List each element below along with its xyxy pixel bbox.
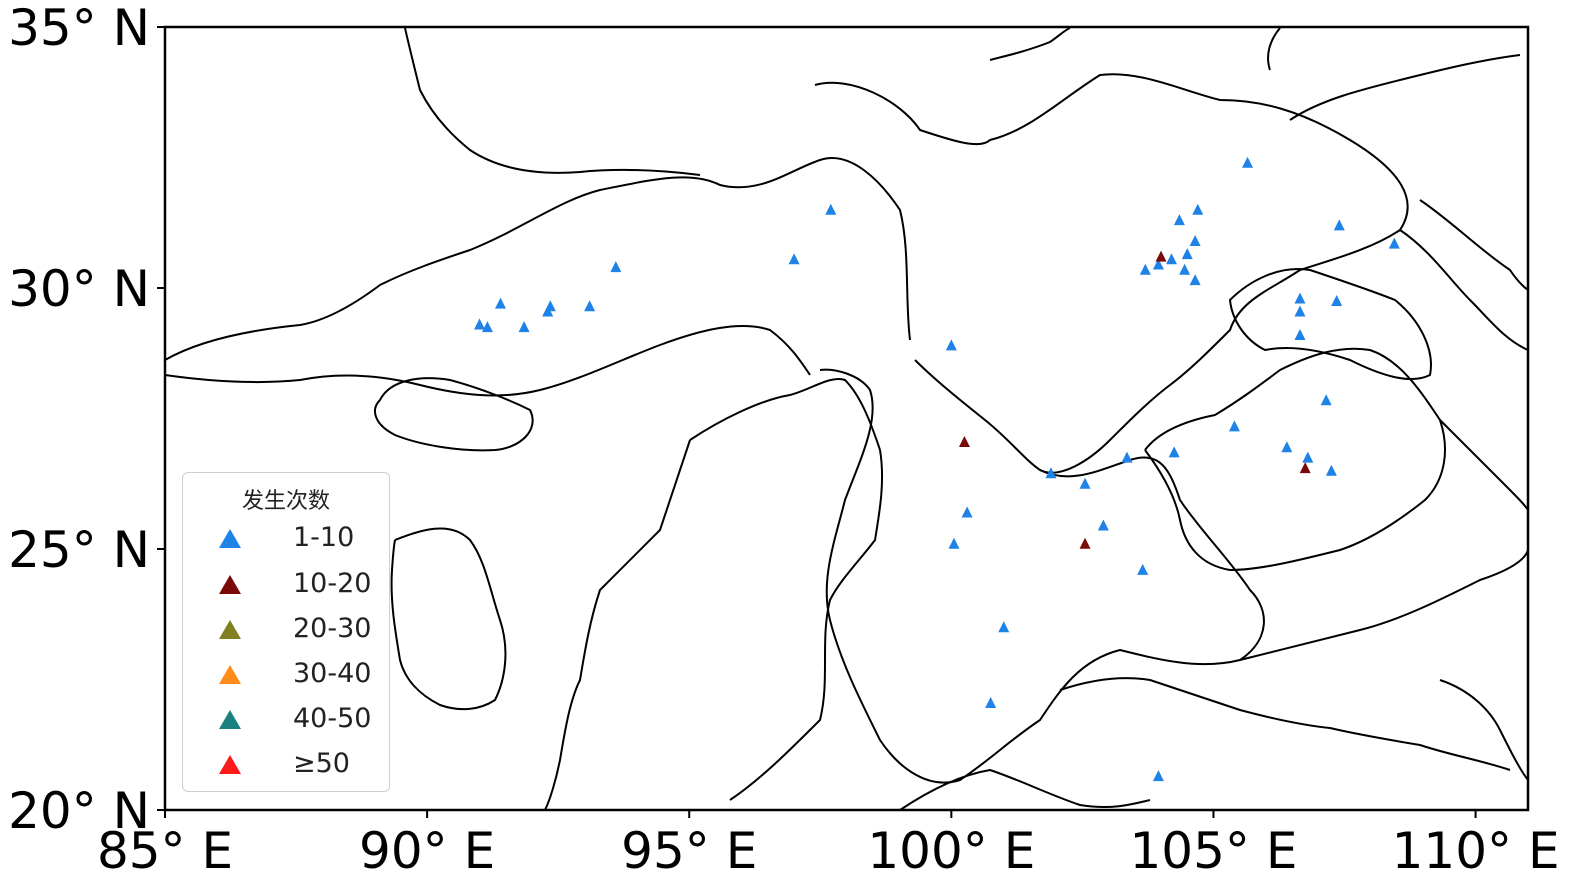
y-tick-label: 30° N xyxy=(8,260,150,318)
station-marker xyxy=(495,297,507,309)
station-marker xyxy=(1388,237,1400,249)
boundary-lines xyxy=(164,27,1529,811)
station-marker xyxy=(1294,292,1306,304)
coastline xyxy=(1439,679,1529,781)
station-marker xyxy=(1302,451,1314,463)
triangle-icon xyxy=(219,575,241,594)
vietnam-boundary xyxy=(1059,677,1511,771)
triangle-icon xyxy=(219,529,241,548)
station-marker xyxy=(1181,248,1193,260)
station-marker xyxy=(1166,253,1178,265)
bhutan-boundary xyxy=(374,377,534,452)
station-marker xyxy=(1281,441,1293,453)
station-marker xyxy=(958,435,970,447)
legend-item: 20-30 xyxy=(183,610,389,650)
station-marker xyxy=(1152,770,1164,782)
station-marker xyxy=(961,506,973,518)
station-marker xyxy=(1152,258,1164,270)
tibet-north-boundary xyxy=(164,157,911,361)
station-marker xyxy=(1299,462,1311,474)
station-marker xyxy=(474,318,486,330)
station-marker xyxy=(1320,394,1332,406)
hunan-boundary xyxy=(1439,419,1529,511)
legend: 发生次数 1-10 10-20 20-30 30-40 40-50 ≥50 xyxy=(182,472,390,792)
sichuan-boundary xyxy=(814,73,1409,474)
x-tick-label: 100° E xyxy=(867,822,1035,879)
station-marker xyxy=(1294,305,1306,317)
station-markers xyxy=(474,156,1400,782)
x-tick-label: 90° E xyxy=(359,822,495,879)
station-marker xyxy=(1121,451,1133,463)
x-tick-label: 95° E xyxy=(621,822,757,879)
station-marker xyxy=(1155,250,1167,262)
y-tick-label: 20° N xyxy=(8,782,150,840)
guangxi-boundary xyxy=(1239,549,1529,661)
station-marker xyxy=(610,261,622,273)
legend-title: 发生次数 xyxy=(241,489,330,514)
station-marker xyxy=(1168,446,1180,458)
legend-item: 40-50 xyxy=(183,700,389,740)
x-tick-label: 85° E xyxy=(97,822,233,879)
station-marker xyxy=(1079,537,1091,549)
station-marker xyxy=(948,537,960,549)
station-marker xyxy=(584,300,596,312)
station-marker xyxy=(1139,263,1151,275)
station-marker xyxy=(1189,274,1201,286)
station-marker xyxy=(518,321,530,333)
x-tick-label: 105° E xyxy=(1130,822,1298,879)
station-marker xyxy=(985,696,997,708)
gansu-boundary xyxy=(989,27,1281,71)
station-marker xyxy=(825,203,837,215)
legend-label: 1-10 xyxy=(293,522,355,553)
tibet-south-boundary xyxy=(164,324,811,397)
triangle-icon xyxy=(219,620,241,639)
legend-item: 30-40 xyxy=(183,655,389,695)
bangladesh-boundary xyxy=(390,527,507,711)
legend-label: 40-50 xyxy=(293,703,372,734)
yunnan-boundary xyxy=(819,359,1265,784)
station-marker xyxy=(1331,295,1343,307)
laos-boundary xyxy=(899,769,1151,811)
triangle-icon xyxy=(219,710,241,729)
legend-label: 10-20 xyxy=(293,568,372,599)
station-marker xyxy=(1137,563,1149,575)
shaanxi-boundary xyxy=(1289,54,1529,291)
triangle-icon xyxy=(219,755,241,774)
legend-label: 30-40 xyxy=(293,658,372,689)
station-marker xyxy=(1079,477,1091,489)
triangle-icon xyxy=(219,665,241,684)
legend-item: ≥50 xyxy=(183,745,389,785)
station-marker xyxy=(1294,328,1306,340)
legend-label: 20-30 xyxy=(293,613,372,644)
myanmar-boundary xyxy=(544,378,884,811)
guizhou-boundary xyxy=(1144,347,1446,571)
station-marker xyxy=(1228,420,1240,432)
axis-ticks: 85° E 90° E 95° E 100° E 105° E 110° E 35° N 30… xyxy=(8,0,1559,879)
station-marker xyxy=(1173,214,1185,226)
chongqing-boundary xyxy=(1229,268,1432,381)
station-marker xyxy=(1189,235,1201,247)
y-tick-label: 35° N xyxy=(8,0,150,57)
legend-label: ≥50 xyxy=(293,748,350,779)
legend-item: 1-10 xyxy=(183,519,389,559)
station-marker xyxy=(788,253,800,265)
map-frame xyxy=(163,25,1530,812)
station-marker xyxy=(1325,464,1337,476)
station-marker xyxy=(1097,519,1109,531)
station-marker xyxy=(1179,263,1191,275)
legend-item: 10-20 xyxy=(183,565,389,605)
station-marker xyxy=(998,621,1010,633)
station-marker xyxy=(544,300,556,312)
station-marker xyxy=(1333,219,1345,231)
y-tick-label: 25° N xyxy=(8,521,150,579)
station-marker xyxy=(1242,156,1254,168)
x-tick-label: 110° E xyxy=(1392,822,1560,879)
northwest-boundary xyxy=(404,27,701,176)
station-marker xyxy=(1192,203,1204,215)
station-marker xyxy=(481,321,493,333)
station-marker xyxy=(945,339,957,351)
station-marker xyxy=(1045,467,1057,479)
hubei-boundary xyxy=(1399,229,1529,351)
